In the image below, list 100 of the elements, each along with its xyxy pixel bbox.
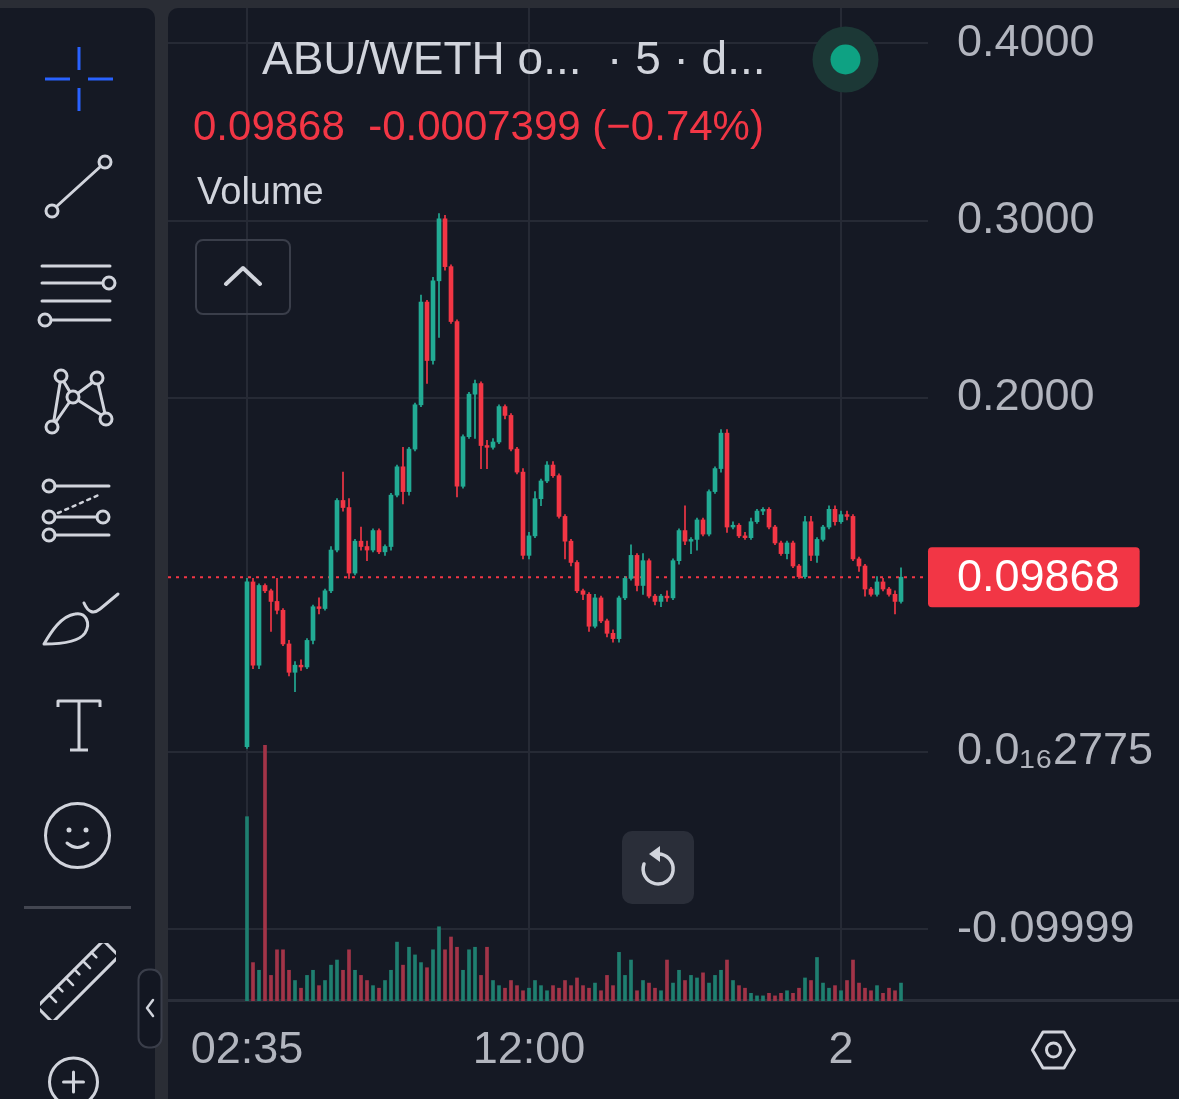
bar [395,941,399,1001]
bar [689,975,693,1001]
bar [671,982,675,1001]
bar [707,982,711,1001]
bar [485,946,489,1001]
bar [797,987,801,1001]
bar [737,985,741,1001]
candlestick [484,439,490,469]
bar [899,982,903,1001]
bar [449,936,453,1001]
bar [665,959,669,1001]
bar [383,980,387,1001]
x-tick-label: 02:35 [190,1022,304,1074]
bar [623,975,627,1001]
bar [323,980,327,1001]
bar [791,992,795,1001]
bar [839,990,843,1001]
bar [827,987,831,1001]
bar [605,975,609,1001]
ref-line-label: 0.09868 [957,549,1120,601]
x-tick-label: 2 [828,1022,854,1074]
y-tick-label: 0.3000 [957,191,1095,243]
chart-title: Volume [197,170,324,214]
bar [809,980,813,1001]
bar [713,975,717,1001]
bar [503,987,507,1001]
bar [575,977,579,1001]
bar [545,990,549,1001]
bar [875,985,879,1001]
bar [311,969,315,1001]
bar [563,980,567,1001]
bar [455,946,459,1001]
bar [779,992,783,1001]
bar [299,987,303,1001]
bar [617,952,621,1001]
bar [683,980,687,1001]
bar [347,949,351,1001]
bar [371,985,375,1001]
bar [527,987,531,1001]
bar [377,987,381,1001]
bar [419,962,423,1001]
bar [743,987,747,1001]
bar [437,926,441,1001]
bar [479,975,483,1001]
bar [701,972,705,1001]
bar [431,949,435,1001]
candlestick [688,537,694,554]
bar [755,995,759,1001]
bar [275,949,279,1001]
bar [521,990,525,1001]
bar [281,949,285,1001]
candlestick [316,597,322,615]
bar [269,975,273,1001]
bar [821,982,825,1001]
bar [557,987,561,1001]
bar [359,975,363,1001]
bar [329,964,333,1001]
bar [263,745,267,1001]
bar [293,980,297,1001]
bar [785,990,789,1001]
bar [857,982,861,1001]
bar [425,967,429,1001]
bar [593,982,597,1001]
bar [335,959,339,1001]
bar [659,990,663,1001]
bar [533,980,537,1001]
bar [887,987,891,1001]
bar [569,985,573,1001]
bar [599,990,603,1001]
bar [539,985,543,1001]
bar [647,982,651,1001]
text: 0.09868 -0.0007399 (−0.74%) [193,102,764,151]
bar [497,985,501,1001]
bar [251,962,255,1001]
bar [833,985,837,1001]
bar [695,977,699,1001]
bar [635,990,639,1001]
bar [869,990,873,1001]
bar [725,959,729,1001]
bar [863,987,867,1001]
bar [815,957,819,1001]
candlestick [472,379,478,439]
bar [305,975,309,1001]
bar [851,959,855,1001]
bar [845,980,849,1001]
bar [353,969,357,1001]
bar [341,969,345,1001]
y-tick-label: 0.4000 [957,14,1095,66]
bar [245,816,249,1001]
bar [389,969,393,1001]
bar [767,992,771,1001]
text: ABU/WETH o... · 5 · d... [262,32,766,85]
bar [761,995,765,1001]
bar [317,985,321,1001]
bar [773,995,777,1001]
bar [515,985,519,1001]
bar [629,959,633,1001]
bar [365,980,369,1001]
bar [881,992,885,1001]
bar [491,980,495,1001]
